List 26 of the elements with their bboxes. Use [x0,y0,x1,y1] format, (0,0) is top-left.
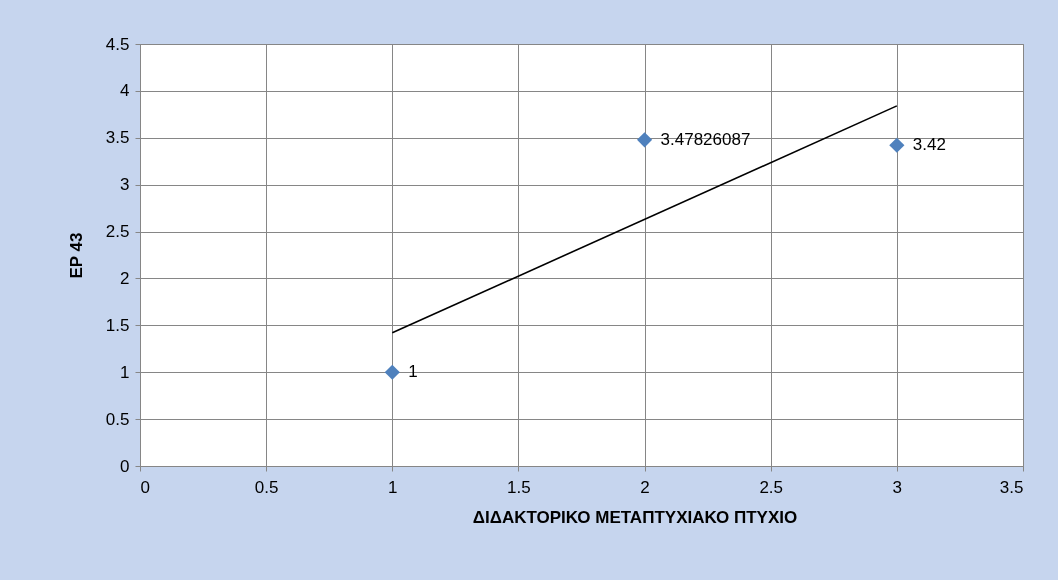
x-tick-label: 0.5 [254,477,279,497]
data-label: 3.47826087 [660,129,751,149]
x-tick-label: 0 [140,477,150,497]
x-tick-label: 2.5 [759,477,784,497]
y-tick-label: 0 [120,456,130,476]
x-tick-label: 3.5 [999,477,1024,497]
x-tick-label: 1.5 [507,477,531,497]
data-label: 3.42 [912,135,946,155]
x-tick-label: 3 [892,477,903,497]
x-tick-label: 2 [640,477,650,497]
y-tick-label: 4 [120,81,130,101]
y-tick-label: 3 [120,175,130,195]
y-tick-label: 1 [120,362,130,382]
y-tick-label: 1.5 [105,315,130,335]
y-tick-label: 0.5 [105,409,130,429]
y-tick-label: 3.5 [105,128,130,148]
y-tick-label: 2.5 [105,222,130,242]
y-axis-title: EP 43 [66,232,86,279]
y-tick-label: 4.5 [105,34,130,54]
point [384,364,400,380]
point [636,132,653,148]
y-tick-label: 2 [120,268,130,288]
x-axis-title: ΔΙΔΑΚΤΟΡΙΚΟ ΜΕΤΑΠΤΥΧΙΑΚΟ ΠΤΥΧΙΟ [472,507,798,527]
point [889,137,905,153]
x-tick-label: 1 [388,477,398,497]
data-label: 1 [408,362,418,382]
